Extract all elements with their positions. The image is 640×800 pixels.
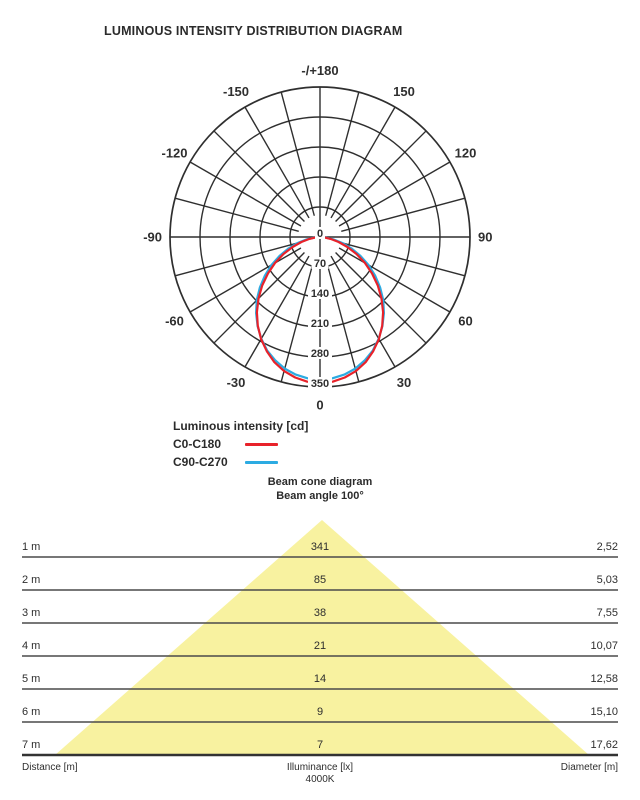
beam-row-illuminance: 21 [313,640,327,652]
svg-text:-/+180: -/+180 [301,63,338,78]
svg-text:-60: -60 [165,314,184,329]
svg-text:-90: -90 [143,230,162,245]
beam-row-illuminance: 38 [313,607,327,619]
svg-text:0: 0 [317,228,323,240]
legend-title: Luminous intensity [cd] [173,419,309,433]
beam-row-illuminance: 7 [316,739,324,751]
beam-row-distance: 7 m [22,739,41,751]
polar-grid [169,86,471,388]
svg-text:120: 120 [455,146,477,161]
footer-distance-label: Distance [m] [22,762,78,773]
beam-row-distance: 3 m [22,607,41,619]
polar-angle-labels: -/+180 -150 150 -120 120 -90 90 -60 60 -30 30 0 [143,63,492,413]
svg-text:-30: -30 [227,375,246,390]
beam-row-diameter: 2,52 [596,541,618,553]
footer-illuminance-label: Illuminance [lx] [286,762,354,773]
beam-row-diameter: 5,03 [596,574,618,586]
svg-text:140: 140 [311,288,329,300]
beam-cone-shape [55,520,589,755]
beam-row-diameter: 15,10 [590,706,618,718]
c90-c270-line-swatch [245,461,278,464]
beam-row-diameter: 7,55 [596,607,618,619]
footer-cct-label: 4000K [305,774,335,785]
legend: Luminous intensity [cd] C0-C180 C90-C270 [173,417,323,471]
svg-text:280: 280 [311,348,329,360]
beam-angle-subtitle: Beam angle 100° [276,490,364,502]
beam-row-distance: 5 m [22,673,41,685]
beam-row-distance: 4 m [22,640,41,652]
beam-row-distance: 2 m [22,574,41,586]
c0-c180-line-swatch [245,443,278,446]
beam-row-diameter: 12,58 [590,673,618,685]
legend-item-c0-c180: C0-C180 [173,435,323,453]
svg-text:150: 150 [393,84,415,99]
beam-table-lines [22,556,618,757]
svg-text:30: 30 [397,375,411,390]
beam-row-illuminance: 85 [313,574,327,586]
svg-text:210: 210 [311,318,329,330]
footer-diameter-label: Diameter [m] [560,762,618,773]
beam-row-illuminance: 9 [316,706,324,718]
beam-row-distance: 6 m [22,706,41,718]
svg-text:60: 60 [458,314,472,329]
beam-row-illuminance: 14 [313,673,327,685]
svg-text:0: 0 [316,398,323,413]
polar-ring-labels: 0 70 140 210 280 350 [308,227,332,390]
svg-text:350: 350 [311,378,329,390]
beam-row-diameter: 10,07 [590,640,618,652]
beam-cone-title: Beam cone diagram [267,476,373,488]
svg-text:-120: -120 [161,146,187,161]
svg-text:-150: -150 [223,84,249,99]
svg-text:90: 90 [478,230,492,245]
svg-text:70: 70 [314,258,326,270]
legend-item-c90-c270: C90-C270 [173,453,323,471]
legend-label-c0-c180: C0-C180 [173,437,222,451]
page-title: LUMINOUS INTENSITY DISTRIBUTION DIAGRAM [104,24,403,38]
legend-label-c90-c270: C90-C270 [173,455,228,469]
beam-row-illuminance: 341 [310,541,330,553]
beam-row-distance: 1 m [22,541,41,553]
beam-row-diameter: 17,62 [590,739,618,751]
